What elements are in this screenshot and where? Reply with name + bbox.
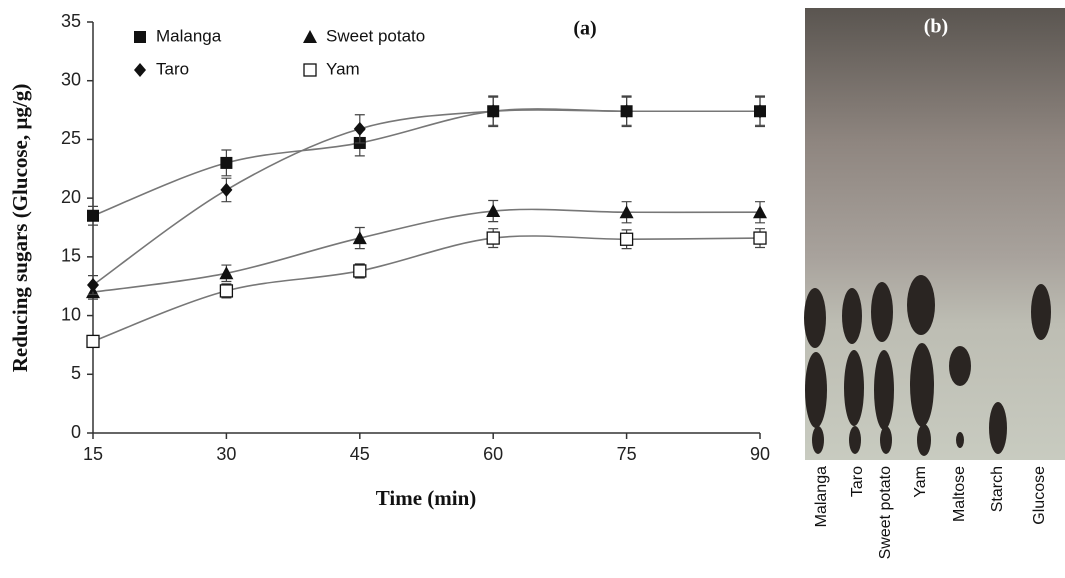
y-axis-title: Reducing sugars (Glucose, µg/g): [8, 84, 32, 373]
y-tick-label: 5: [71, 363, 81, 383]
marker: [87, 278, 99, 292]
y-tick-label: 10: [61, 304, 81, 324]
legend-marker: [304, 64, 316, 76]
marker: [354, 265, 366, 277]
y-tick-label: 35: [61, 11, 81, 31]
x-tick-label: 15: [83, 444, 103, 464]
marker: [487, 232, 499, 244]
y-tick-label: 25: [61, 128, 81, 148]
y-tick-label: 30: [61, 69, 81, 89]
marker: [87, 335, 99, 347]
lane-label: Starch: [989, 466, 1006, 512]
lane-label: Sweet potato: [877, 466, 894, 560]
series-line: [93, 236, 760, 341]
series-line: [93, 209, 760, 292]
panel-label: (b): [924, 16, 948, 38]
lane-label: Malanga: [813, 466, 830, 527]
x-axis-title: Time (min): [376, 486, 477, 510]
legend-label: Sweet potato: [326, 26, 425, 45]
marker: [354, 122, 366, 136]
legend-label: Yam: [326, 59, 360, 78]
panel-label: (a): [573, 18, 596, 40]
marker: [621, 233, 633, 245]
x-tick-label: 75: [617, 444, 637, 464]
x-tick-label: 30: [216, 444, 236, 464]
y-tick-label: 20: [61, 187, 81, 207]
series-line: [93, 109, 760, 216]
legend-marker: [303, 30, 317, 43]
chart: (b) (a) Time (min) Reducing sugars (Gluc…: [0, 0, 1065, 578]
x-tick-label: 60: [483, 444, 503, 464]
legend-marker: [134, 31, 146, 43]
marker: [220, 183, 232, 197]
marker: [220, 157, 232, 169]
marker: [754, 232, 766, 244]
marker: [87, 210, 99, 222]
x-tick-label: 90: [750, 444, 770, 464]
y-tick-label: 0: [71, 422, 81, 442]
tlc-plate: [804, 8, 1065, 460]
legend-label: Taro: [156, 59, 189, 78]
lane-label: Taro: [849, 466, 866, 497]
series-line: [93, 110, 760, 285]
legend-marker: [134, 63, 146, 77]
x-tick-label: 45: [350, 444, 370, 464]
lane-label: Maltose: [951, 466, 968, 522]
figure: (b) (a) Time (min) Reducing sugars (Gluc…: [0, 0, 1065, 578]
marker: [220, 285, 232, 297]
legend-label: Malanga: [156, 26, 222, 45]
y-tick-label: 15: [61, 246, 81, 266]
lane-label: Glucose: [1031, 466, 1048, 525]
lane-label: Yam: [912, 466, 929, 498]
